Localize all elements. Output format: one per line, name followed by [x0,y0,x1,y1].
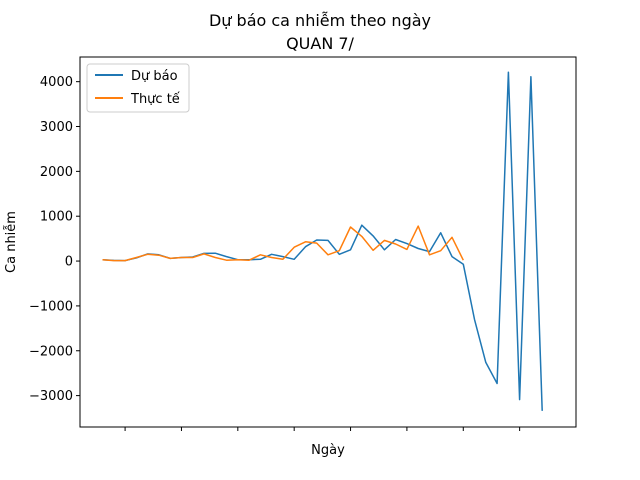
y-tick-label: 2000 [40,165,73,180]
y-tick-label: 1000 [40,210,73,225]
chart-title: Dự báo ca nhiễm theo ngày [209,11,431,30]
y-tick-label: −2000 [29,344,73,359]
legend: Dự báo Thực tế [86,63,190,113]
plot-area [79,56,577,428]
y-tick-label: −1000 [29,299,73,314]
series-line-1 [102,225,464,262]
y-tick-label: 4000 [40,75,73,90]
y-tick-label: 3000 [40,120,73,135]
chart-subtitle: QUAN 7/ [286,34,354,53]
y-tick-label: −3000 [29,389,73,404]
y-axis-label: Ca nhiễm [4,211,19,273]
legend-label-actual: Thực tế [130,92,180,107]
legend-label-forecast: Dự báo [131,69,178,84]
y-tick-label: 0 [65,255,73,270]
x-axis-label: Ngày [311,443,345,458]
